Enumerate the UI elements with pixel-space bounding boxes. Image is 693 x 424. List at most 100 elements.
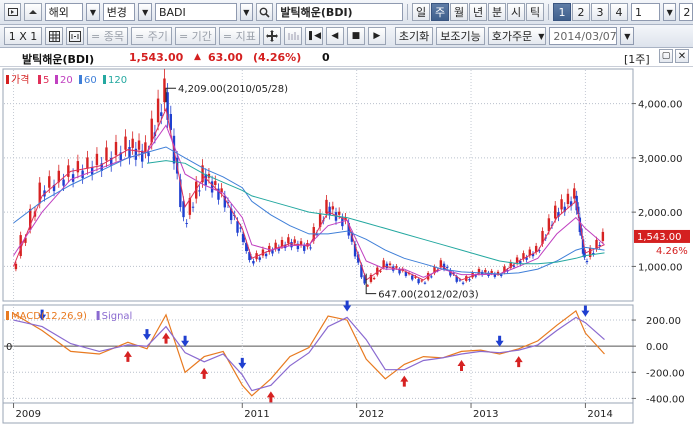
candle-body: [395, 266, 398, 268]
period-label: [1주]: [624, 53, 650, 66]
candle-body: [128, 147, 131, 159]
step-back-glyph: ❚◀: [306, 31, 322, 41]
candle-body: [519, 261, 522, 264]
candle-body: [449, 270, 452, 276]
candle-body: [585, 261, 589, 263]
symbol-dropdown-button[interactable]: ▼: [239, 3, 254, 21]
scale-button[interactable]: 1 X 1: [4, 27, 42, 45]
candle-body: [185, 223, 188, 224]
candle-body: [318, 213, 322, 228]
buy-signal-arrow-icon: [123, 350, 132, 362]
move-icon[interactable]: [262, 27, 281, 45]
candle-body: [217, 188, 220, 200]
order-button[interactable]: 호가주문 ▼: [487, 27, 547, 45]
close-icon[interactable]: ✕: [675, 49, 689, 63]
indicator-button[interactable]: = 지표: [218, 27, 260, 45]
period-tab[interactable]: 월: [450, 3, 469, 21]
period-tab[interactable]: 틱: [526, 3, 545, 21]
period-button-label: = 주기: [134, 30, 168, 43]
candle-body: [328, 206, 331, 216]
candle-body: [372, 278, 376, 280]
buy-signal-arrow-icon: [400, 375, 409, 387]
price-axis-label: 1,000.00: [638, 262, 683, 273]
interval-tab[interactable]: 4: [609, 3, 628, 21]
grid-icon[interactable]: [45, 27, 63, 45]
candle-body: [522, 253, 525, 260]
candle-body: [404, 271, 408, 276]
one-by-one-icon[interactable]: [66, 27, 84, 45]
next-icon[interactable]: ▶: [367, 27, 386, 45]
legend-label: 가격: [11, 73, 29, 86]
step-back-icon[interactable]: ❚◀: [304, 27, 323, 45]
ma-line-60: [13, 146, 605, 275]
mode-dropdown-button[interactable]: ▼: [138, 3, 152, 21]
market-dropdown-button[interactable]: ▼: [86, 3, 100, 21]
period-button[interactable]: = 주기: [130, 27, 172, 45]
market-select[interactable]: 해외: [44, 3, 84, 21]
interval-tab[interactable]: 3: [590, 3, 609, 21]
period-tab[interactable]: 시: [507, 3, 526, 21]
candle-body: [420, 280, 423, 282]
candle-body: [577, 206, 580, 214]
period-tab[interactable]: 일: [412, 3, 431, 21]
chevron-down-icon: ▼: [89, 7, 97, 17]
legend-label: 20: [60, 75, 73, 86]
candle-body: [24, 237, 27, 243]
candle-body: [398, 269, 401, 274]
period-tab[interactable]: 분: [488, 3, 507, 21]
prev-icon[interactable]: ◀: [325, 27, 344, 45]
candle-body: [528, 249, 532, 256]
interval-input-value: 1: [634, 5, 642, 19]
period-tab[interactable]: 년: [469, 3, 488, 21]
candle-body: [458, 279, 462, 281]
overlay-icon[interactable]: [283, 27, 302, 45]
reset-button[interactable]: 초기화: [394, 27, 434, 45]
interval-tab[interactable]: 1: [552, 3, 571, 21]
candle-body: [150, 118, 153, 143]
ma-line-120: [146, 160, 605, 265]
mode-select[interactable]: 변경: [102, 3, 136, 21]
chart-area[interactable]: 4,209.00(2010/05/28) 647.00(2012/02/03) 4…: [0, 67, 693, 424]
panel-icon[interactable]: [4, 3, 22, 21]
low-annotation-label: 647.00(2012/02/03): [378, 290, 479, 301]
sell-signal-arrow-icon: [142, 329, 151, 341]
x-axis-label: 2011: [244, 409, 269, 420]
candle-body: [280, 239, 284, 247]
candle-body: [163, 78, 166, 103]
right-edge-field[interactable]: 2: [679, 3, 693, 21]
candle-body: [509, 261, 512, 268]
candle-body: [137, 140, 141, 150]
pause-icon[interactable]: ■: [346, 27, 365, 45]
x-axis-label: 2012: [359, 409, 384, 420]
candle-body: [592, 252, 595, 255]
search-button[interactable]: [256, 3, 274, 21]
market-select-value: 해외: [48, 6, 69, 19]
caret-up-icon[interactable]: [24, 3, 42, 21]
chart-canvas[interactable]: 4,209.00(2010/05/28) 647.00(2012/02/03) 4…: [0, 67, 693, 424]
interval-tab[interactable]: 2: [571, 3, 590, 21]
date-input[interactable]: 2014/03/07: [549, 27, 618, 45]
candle-body: [407, 273, 411, 275]
buy-signal-arrow-icon: [162, 332, 171, 344]
candle-body: [583, 250, 586, 258]
symbol-code-input[interactable]: BADI: [154, 3, 237, 21]
restore-icon[interactable]: ▢: [659, 49, 673, 63]
candle-body: [573, 188, 576, 199]
item-button[interactable]: = 종목: [87, 27, 128, 45]
prev-glyph: ◀: [331, 31, 339, 41]
candle-body: [119, 152, 122, 161]
candle-body: [363, 275, 366, 284]
macd-axis-label: -400.00: [646, 394, 685, 405]
candle-body: [258, 257, 261, 260]
interval-dropdown-button[interactable]: ▼: [662, 3, 677, 21]
candle-body: [446, 266, 449, 268]
range-button[interactable]: = 기간: [174, 27, 216, 45]
interval-input[interactable]: 1: [630, 3, 660, 21]
candle-body: [376, 267, 379, 275]
date-dropdown-button[interactable]: ▼: [620, 27, 635, 45]
period-tab[interactable]: 주: [431, 3, 450, 21]
aux-button[interactable]: 보조기능: [436, 27, 485, 45]
macd-line: [13, 309, 605, 397]
candle-body: [299, 241, 303, 245]
candle-body: [382, 260, 385, 268]
